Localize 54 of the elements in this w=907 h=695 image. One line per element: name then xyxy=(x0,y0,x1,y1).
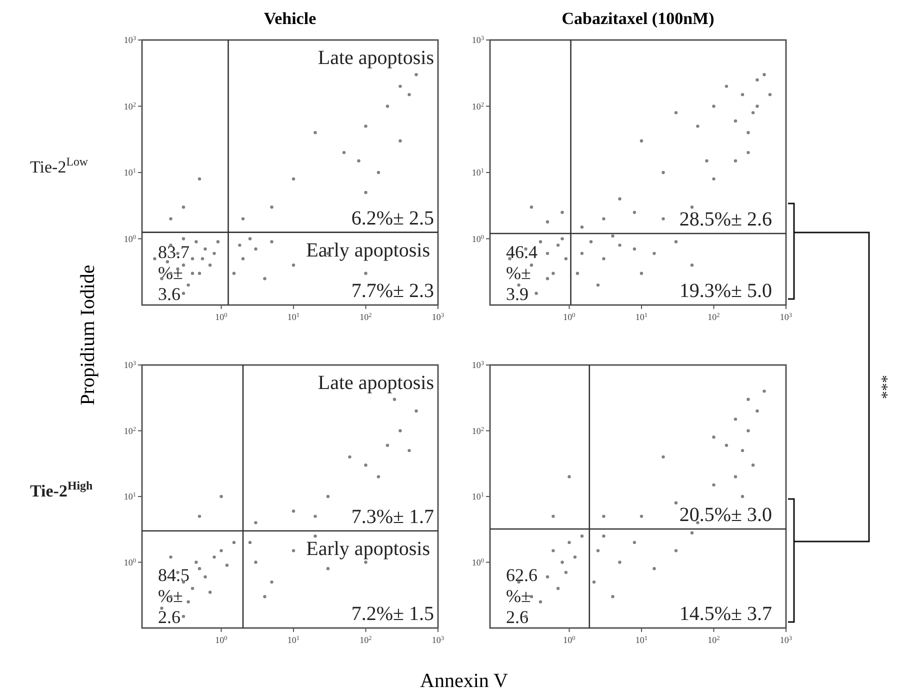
y-tick-label: 10$^{2}$ xyxy=(124,100,136,112)
y-tick-label: 10$^{2}$ xyxy=(472,100,484,112)
y-tick-label: 10$^{0}$ xyxy=(124,556,136,568)
annotation: 62.6 %± 2.6 xyxy=(506,565,538,627)
x-tick-label: 10$^{1}$ xyxy=(635,312,648,322)
x-tick-label: 10$^{3}$ xyxy=(432,312,444,322)
annotation: Late apoptosis xyxy=(318,47,434,69)
x-tick-label: 10$^{0}$ xyxy=(563,312,576,322)
annotation: 7.7%± 2.3 xyxy=(351,280,434,302)
y-tick-label: 10$^{2}$ xyxy=(124,425,136,436)
y-tick-label: 10$^{1}$ xyxy=(472,491,484,502)
y-tick-label: 10$^{2}$ xyxy=(472,425,484,436)
annotation: 46.4 %± 3.9 xyxy=(506,242,538,304)
text: Tie-2$^{Low}$ xyxy=(30,154,88,176)
annotation: 19.3%± 5.0 xyxy=(679,280,772,302)
x-tick-label: 10$^{1}$ xyxy=(287,634,300,645)
annotation: 28.5%± 2.6 xyxy=(679,208,772,231)
x-tick-label: 10$^{2}$ xyxy=(360,634,372,645)
x-tick-label: 10$^{1}$ xyxy=(287,312,300,322)
annotation: Early apoptosis xyxy=(306,239,430,262)
x-tick-label: 10$^{1}$ xyxy=(635,634,648,645)
annotation: 7.2%± 1.5 xyxy=(351,603,434,625)
chart-title: Cabazitaxel (100nM) xyxy=(562,9,714,28)
y-tick-label: 10$^{3}$ xyxy=(472,34,484,45)
x-tick-label: 10$^{0}$ xyxy=(563,634,576,645)
y-tick-label: 10$^{1}$ xyxy=(124,167,136,178)
chart-title: Vehicle xyxy=(264,9,317,28)
y-tick-label: 10$^{3}$ xyxy=(124,360,136,370)
x-tick-label: 10$^{3}$ xyxy=(432,634,444,645)
x-tick-label: 10$^{2}$ xyxy=(708,634,720,645)
text: Tie-2$^{High}$ xyxy=(30,478,93,500)
annotation: 6.2%± 2.5 xyxy=(351,207,434,230)
x-tick-label: 10$^{2}$ xyxy=(360,312,372,322)
x-tick-label: 10$^{0}$ xyxy=(215,634,228,645)
y-tick-label: 10$^{1}$ xyxy=(124,491,136,502)
annotation: 84.5 %± 2.6 xyxy=(158,565,190,627)
annotation: 20.5%± 3.0 xyxy=(679,504,772,526)
x-axis-title: Annexin V xyxy=(420,670,509,692)
annotation: 14.5%± 3.7 xyxy=(679,603,772,625)
annotation: Early apoptosis xyxy=(306,538,430,560)
y-tick-label: 10$^{0}$ xyxy=(472,233,484,244)
annotation: 7.3%± 1.7 xyxy=(351,506,434,528)
y-tick-label: 10$^{1}$ xyxy=(472,167,484,178)
y-tick-label: 10$^{3}$ xyxy=(472,360,484,370)
y-tick-label: 10$^{0}$ xyxy=(472,556,484,568)
x-tick-label: 10$^{3}$ xyxy=(780,634,792,645)
y-tick-label: 10$^{3}$ xyxy=(124,34,136,45)
y-tick-label: 10$^{0}$ xyxy=(124,233,136,244)
annotation: Late apoptosis xyxy=(318,372,434,394)
x-tick-label: 10$^{2}$ xyxy=(708,312,720,322)
y-axis-title: Propidium Iodide xyxy=(77,264,99,406)
text: *** xyxy=(873,375,890,399)
x-tick-label: 10$^{3}$ xyxy=(780,312,792,322)
x-tick-label: 10$^{0}$ xyxy=(215,312,228,322)
